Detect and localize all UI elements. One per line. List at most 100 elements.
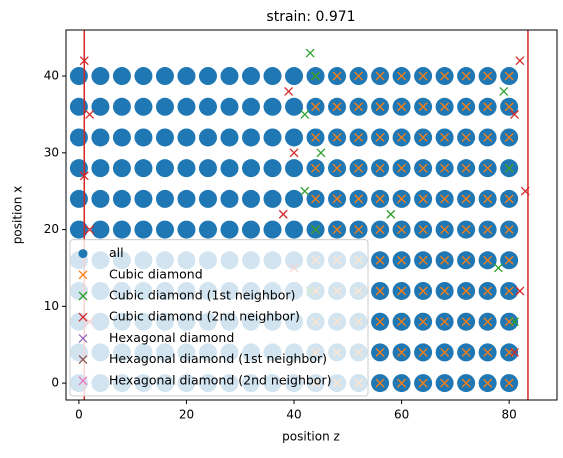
x-marker-stroke <box>461 255 471 265</box>
point <box>134 97 153 116</box>
point <box>332 225 342 235</box>
x-marker-stroke <box>332 133 342 142</box>
point <box>332 102 342 112</box>
point <box>504 163 514 173</box>
point <box>440 225 450 235</box>
point <box>440 194 450 204</box>
point <box>289 148 299 158</box>
x-marker-stroke <box>397 255 407 265</box>
x-marker-stroke <box>397 317 407 327</box>
point <box>241 97 260 116</box>
point <box>375 163 385 173</box>
x-marker-stroke <box>78 355 88 365</box>
x-marker-stroke <box>418 225 428 235</box>
point <box>155 128 174 147</box>
point <box>284 86 294 96</box>
x-marker-stroke <box>440 378 450 388</box>
x-marker-stroke <box>483 286 493 296</box>
x-marker-stroke <box>397 347 407 357</box>
x-marker-stroke <box>440 225 450 235</box>
point <box>461 163 471 173</box>
point <box>375 194 385 204</box>
x-marker-stroke <box>483 317 493 327</box>
x-marker-stroke <box>504 133 514 142</box>
x-marker-stroke <box>289 148 299 158</box>
x-marker-stroke <box>461 317 471 327</box>
point <box>375 102 385 112</box>
x-marker-stroke <box>418 255 428 265</box>
legend-marker <box>78 376 88 386</box>
x-marker-stroke <box>461 225 471 235</box>
x-marker-stroke <box>311 102 320 112</box>
x-marker-stroke <box>510 317 519 327</box>
legend-marker <box>78 312 88 322</box>
x-marker-stroke <box>493 263 503 273</box>
point <box>354 194 364 204</box>
x-marker-stroke <box>461 286 471 296</box>
legend-label: Hexagonal diamond (1st neighbor) <box>109 351 327 366</box>
point <box>112 189 131 208</box>
point <box>69 128 88 147</box>
axes-frame <box>65 29 558 401</box>
point <box>504 71 514 81</box>
point <box>285 159 304 178</box>
x-marker-stroke <box>483 71 493 81</box>
x-marker-stroke <box>504 163 514 173</box>
point <box>483 71 493 81</box>
point <box>440 317 450 327</box>
point <box>241 159 260 178</box>
x-marker-stroke <box>440 133 450 142</box>
legend-label: Hexagonal diamond <box>109 330 234 345</box>
point <box>241 128 260 147</box>
x-marker-stroke <box>504 194 514 204</box>
legend-marker <box>78 249 88 259</box>
point <box>198 128 217 147</box>
point <box>198 67 217 86</box>
legend-box <box>69 239 369 397</box>
point <box>91 159 110 178</box>
x-marker-stroke <box>504 286 514 296</box>
point <box>504 194 514 204</box>
x-marker-stroke <box>78 333 88 343</box>
point <box>483 317 493 327</box>
point <box>375 255 385 265</box>
point <box>483 225 493 235</box>
x-marker-stroke <box>461 347 471 357</box>
point <box>134 159 153 178</box>
point <box>241 67 260 86</box>
point <box>418 317 428 327</box>
point <box>263 97 282 116</box>
point <box>375 286 385 296</box>
point <box>220 97 239 116</box>
point <box>241 189 260 208</box>
x-marker-stroke <box>354 71 364 81</box>
legend: all Cubic diamond Cubic diamond (1st neigh… <box>69 239 369 397</box>
x-marker-stroke <box>418 163 428 173</box>
point <box>440 133 450 142</box>
x-marker-stroke <box>332 163 342 173</box>
point <box>354 133 364 142</box>
point <box>386 209 396 219</box>
point <box>418 163 428 173</box>
point <box>198 220 217 239</box>
point <box>418 286 428 296</box>
point <box>177 67 196 86</box>
x-marker-stroke <box>397 286 407 296</box>
legend-marker <box>78 270 88 280</box>
x-marker-stroke <box>440 286 450 296</box>
point <box>515 56 525 66</box>
point <box>483 194 493 204</box>
legend-label: Hexagonal diamond (2nd neighbor) <box>109 372 331 387</box>
x-marker-stroke <box>354 163 364 173</box>
point <box>397 347 407 357</box>
x-marker-stroke <box>483 378 493 388</box>
point <box>311 71 320 81</box>
point <box>177 97 196 116</box>
point <box>397 378 407 388</box>
x-marker-stroke <box>461 378 471 388</box>
point <box>418 102 428 112</box>
x-marker-stroke <box>300 109 310 119</box>
point <box>112 159 131 178</box>
point <box>354 71 364 81</box>
